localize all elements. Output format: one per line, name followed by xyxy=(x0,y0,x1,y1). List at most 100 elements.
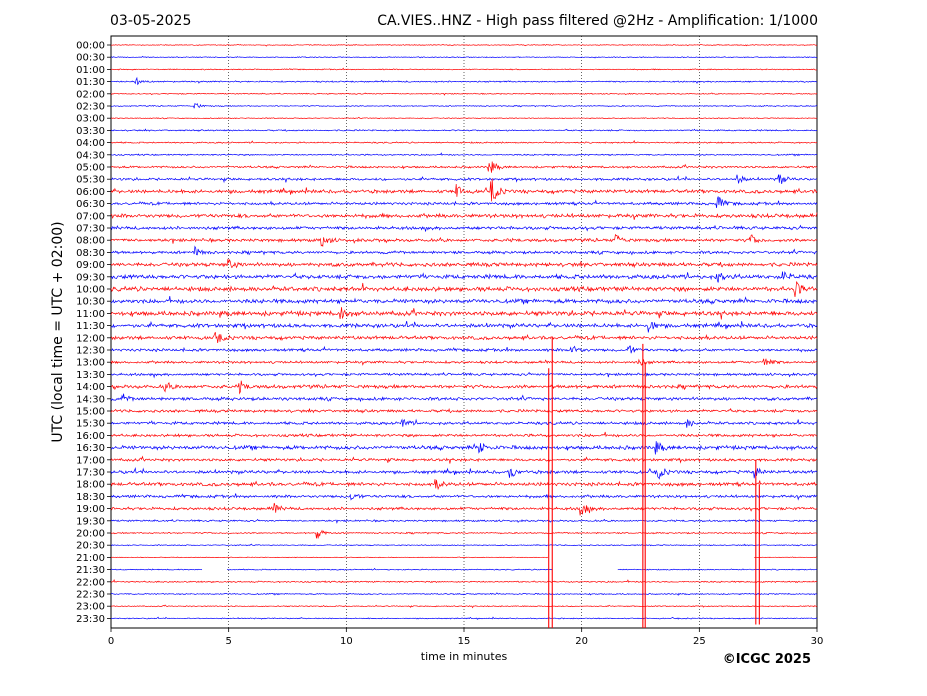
trace-row xyxy=(110,358,818,366)
y-tick-label: 18:00 xyxy=(76,480,105,491)
x-axis-ticks: 0 5 10 15 20 25 30 xyxy=(108,628,824,647)
y-tick-label: 23:00 xyxy=(76,602,105,613)
trace-row xyxy=(110,92,818,96)
y-tick-label: 17:30 xyxy=(76,468,105,479)
y-tick-label: 15:30 xyxy=(76,419,105,430)
x-tick-label: 5 xyxy=(225,636,231,647)
y-tick-label: 03:30 xyxy=(76,126,105,137)
y-tick-label: 12:30 xyxy=(76,346,105,357)
copyright-text: ©ICGC 2025 xyxy=(723,652,811,667)
trace-row xyxy=(110,116,818,120)
trace-row xyxy=(110,455,818,464)
trace-row xyxy=(110,479,818,491)
trace-row xyxy=(110,295,818,306)
y-tick-label: 10:00 xyxy=(76,285,105,296)
y-tick-label: 23:30 xyxy=(76,614,105,625)
trace-row xyxy=(110,320,818,333)
y-tick-label: 21:30 xyxy=(76,565,105,576)
y-axis-label: UTC (local time = UTC + 02:00) xyxy=(50,221,66,442)
trace-row xyxy=(110,466,818,480)
y-tick-label: 09:30 xyxy=(76,272,105,283)
y-tick-label: 19:00 xyxy=(76,504,105,515)
x-tick-label: 15 xyxy=(458,636,471,647)
trace-row xyxy=(110,371,818,379)
trace-row xyxy=(110,502,818,516)
y-tick-label: 21:00 xyxy=(76,553,105,564)
trace-row xyxy=(110,441,818,455)
trace-row xyxy=(110,102,818,109)
y-tick-label: 16:30 xyxy=(76,443,105,454)
trace-row xyxy=(110,529,818,539)
trace-row xyxy=(110,224,818,232)
trace-row xyxy=(110,604,818,609)
trace-row xyxy=(110,493,818,501)
y-tick-label: 10:30 xyxy=(76,297,105,308)
y-tick-label: 20:30 xyxy=(76,541,105,552)
y-tick-label: 01:30 xyxy=(76,77,105,88)
chart-date: 03-05-2025 xyxy=(110,13,191,29)
y-tick-label: 12:00 xyxy=(76,333,105,344)
trace-row xyxy=(110,556,818,559)
trace-row xyxy=(110,258,818,269)
seismic-traces xyxy=(110,43,818,628)
y-tick-label: 03:00 xyxy=(76,114,105,125)
y-tick-label: 07:30 xyxy=(76,224,105,235)
y-tick-label: 05:00 xyxy=(76,163,105,174)
y-tick-label: 07:00 xyxy=(76,211,105,222)
trace-row xyxy=(110,55,818,59)
y-tick-label: 11:00 xyxy=(76,309,105,320)
y-tick-label: 20:00 xyxy=(76,529,105,540)
trace-row xyxy=(110,431,818,438)
trace-row xyxy=(110,245,818,256)
y-tick-label: 06:00 xyxy=(76,187,105,198)
y-tick-label: 08:30 xyxy=(76,248,105,259)
y-tick-label: 15:00 xyxy=(76,407,105,418)
y-tick-label: 00:00 xyxy=(76,41,105,52)
trace-row xyxy=(110,616,818,621)
trace-row xyxy=(110,128,818,132)
x-tick-label: 0 xyxy=(108,636,114,647)
vertical-gridlines xyxy=(228,36,700,628)
trace-row xyxy=(110,518,818,524)
trace-row xyxy=(110,393,818,403)
trace-row xyxy=(110,281,818,297)
trace-row xyxy=(110,139,818,144)
y-tick-label: 02:00 xyxy=(76,89,105,100)
y-tick-label: 17:00 xyxy=(76,455,105,466)
plot-frame xyxy=(110,35,818,629)
y-tick-label: 13:00 xyxy=(76,358,105,369)
trace-row xyxy=(110,418,818,428)
trace-row xyxy=(110,67,818,71)
trace-row xyxy=(110,178,818,202)
y-tick-label: 18:30 xyxy=(76,492,105,503)
trace-row xyxy=(110,307,818,320)
trace-row xyxy=(110,196,818,209)
y-tick-label: 22:00 xyxy=(76,577,105,588)
y-tick-label: 00:30 xyxy=(76,53,105,64)
y-tick-label: 13:30 xyxy=(76,370,105,381)
trace-row xyxy=(110,161,818,173)
trace-row xyxy=(110,567,818,571)
trace-row xyxy=(110,380,818,395)
y-tick-label: 04:30 xyxy=(76,150,105,161)
y-tick-label: 16:00 xyxy=(76,431,105,442)
x-tick-label: 20 xyxy=(575,636,588,647)
x-tick-label: 30 xyxy=(811,636,824,647)
x-tick-label: 25 xyxy=(693,636,706,647)
x-axis-label: time in minutes xyxy=(421,650,508,663)
trace-row xyxy=(110,271,818,283)
trace-row xyxy=(110,212,818,220)
trace-row xyxy=(110,233,818,247)
y-tick-label: 14:30 xyxy=(76,394,105,405)
y-tick-label: 05:30 xyxy=(76,175,105,186)
trace-row xyxy=(110,592,818,596)
trace-row xyxy=(110,152,818,157)
y-tick-label: 08:00 xyxy=(76,236,105,247)
trace-row xyxy=(110,76,818,86)
trace-row xyxy=(110,579,818,584)
y-tick-label: 22:30 xyxy=(76,590,105,601)
trace-row xyxy=(110,332,818,344)
y-tick-label: 06:30 xyxy=(76,199,105,210)
trace-row xyxy=(110,407,818,414)
